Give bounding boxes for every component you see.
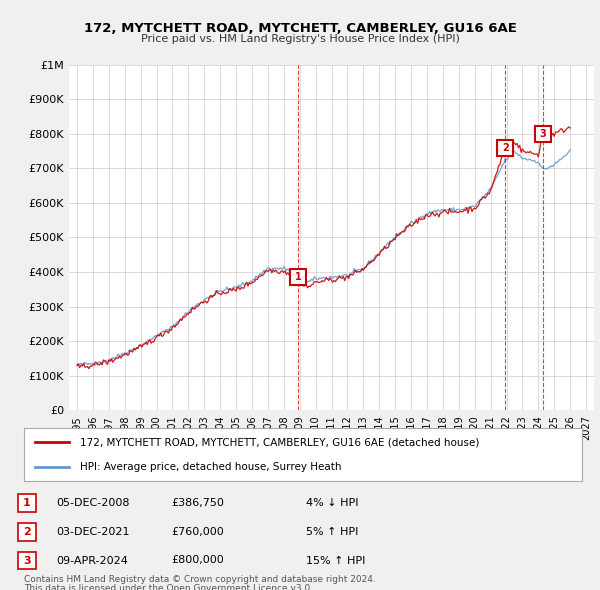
Text: £800,000: £800,000 — [171, 556, 224, 565]
Text: 2: 2 — [23, 527, 31, 537]
Text: £386,750: £386,750 — [171, 498, 224, 507]
Text: 1: 1 — [295, 271, 302, 281]
Text: 05-DEC-2008: 05-DEC-2008 — [56, 498, 130, 507]
Text: This data is licensed under the Open Government Licence v3.0.: This data is licensed under the Open Gov… — [24, 584, 313, 590]
Text: 15% ↑ HPI: 15% ↑ HPI — [306, 556, 365, 565]
Text: 4% ↓ HPI: 4% ↓ HPI — [306, 498, 359, 507]
Text: 172, MYTCHETT ROAD, MYTCHETT, CAMBERLEY, GU16 6AE (detached house): 172, MYTCHETT ROAD, MYTCHETT, CAMBERLEY,… — [80, 437, 479, 447]
Text: 1: 1 — [23, 498, 31, 507]
Text: 3: 3 — [23, 556, 31, 565]
Text: 172, MYTCHETT ROAD, MYTCHETT, CAMBERLEY, GU16 6AE: 172, MYTCHETT ROAD, MYTCHETT, CAMBERLEY,… — [83, 22, 517, 35]
Text: £760,000: £760,000 — [171, 527, 224, 537]
Text: 2: 2 — [502, 143, 509, 153]
Text: Price paid vs. HM Land Registry's House Price Index (HPI): Price paid vs. HM Land Registry's House … — [140, 34, 460, 44]
Text: 03-DEC-2021: 03-DEC-2021 — [56, 527, 130, 537]
Text: HPI: Average price, detached house, Surrey Heath: HPI: Average price, detached house, Surr… — [80, 461, 341, 471]
Text: Contains HM Land Registry data © Crown copyright and database right 2024.: Contains HM Land Registry data © Crown c… — [24, 575, 376, 584]
Text: 09-APR-2024: 09-APR-2024 — [56, 556, 128, 565]
Text: 5% ↑ HPI: 5% ↑ HPI — [306, 527, 358, 537]
Text: 3: 3 — [539, 129, 546, 139]
